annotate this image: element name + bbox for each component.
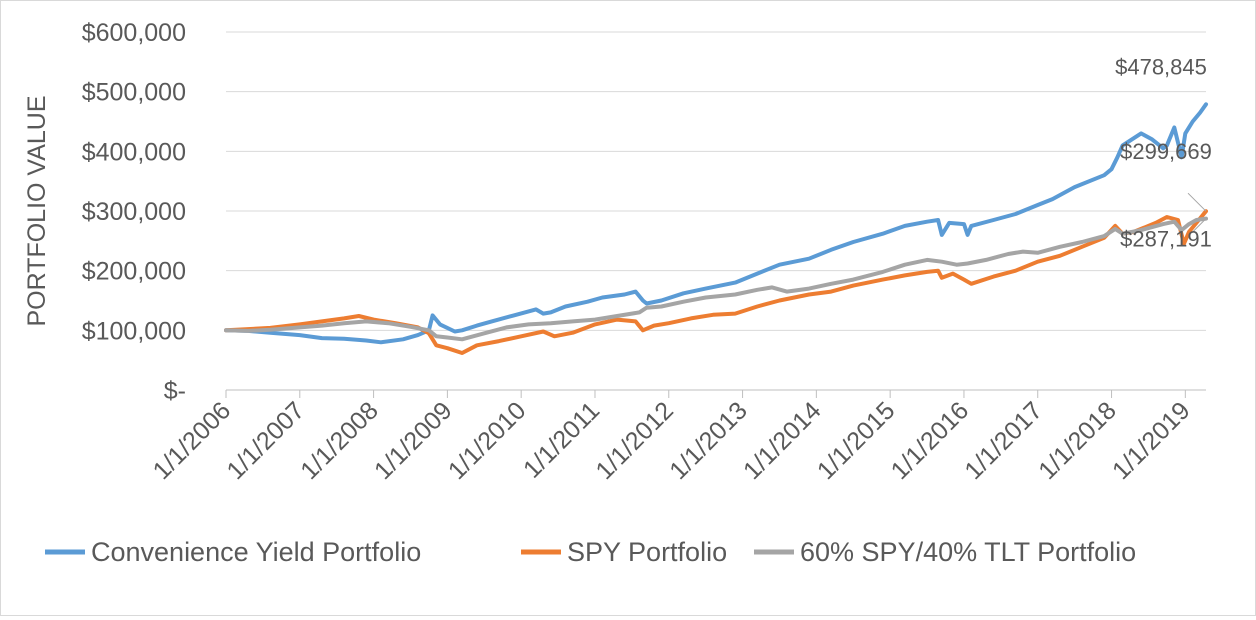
x-tick-label: 1/1/2007 xyxy=(221,396,310,485)
gridlines xyxy=(226,31,1206,331)
x-tick-label: 1/1/2011 xyxy=(518,396,605,483)
series-lines xyxy=(224,102,1208,355)
y-tick-label: $500,000 xyxy=(82,79,186,107)
y-tick-label: $300,000 xyxy=(82,198,186,226)
x-tick-label: 1/1/2014 xyxy=(738,396,827,485)
y-tick-label: $200,000 xyxy=(82,258,186,286)
annotation-leader xyxy=(1191,218,1207,233)
x-tick-label: 1/1/2018 xyxy=(1033,396,1122,485)
annotation-label: $478,845 xyxy=(1115,54,1207,79)
series-line-1 xyxy=(224,209,1208,355)
annotation-label: $299,669 xyxy=(1120,139,1212,164)
annotations: $478,845 $299,669 $287,191 xyxy=(1115,54,1212,251)
x-tick-label: 1/1/2019 xyxy=(1107,396,1196,485)
y-tick-label: $400,000 xyxy=(82,138,186,166)
x-tick-label: 1/1/2012 xyxy=(590,396,679,485)
y-tick-label: $- xyxy=(164,377,186,405)
annotation-label: $287,191 xyxy=(1120,227,1212,252)
x-tick-label: 1/1/2010 xyxy=(443,396,532,485)
x-tick-label: 1/1/2017 xyxy=(959,396,1048,485)
annotation-leader xyxy=(1187,192,1207,212)
x-tick-label: 1/1/2008 xyxy=(295,396,384,485)
legend-label: 60% SPY/40% TLT Portfolio xyxy=(800,537,1136,567)
y-tick-label: $100,000 xyxy=(82,317,186,345)
legend-label: SPY Portfolio xyxy=(567,537,727,567)
x-tick-label: 1/1/2013 xyxy=(664,396,753,485)
y-tick-label: $600,000 xyxy=(82,19,186,47)
x-tick-label: 1/1/2015 xyxy=(812,396,901,485)
x-tick-label: 1/1/2009 xyxy=(369,396,458,485)
x-tick-label: 1/1/2016 xyxy=(886,396,975,485)
legend-label: Convenience Yield Portfolio xyxy=(91,537,421,567)
legend: Convenience Yield Portfolio SPY Portfolio… xyxy=(45,537,1136,567)
series-line-2 xyxy=(224,216,1208,342)
y-axis-title: PORTFOLIO VALUE xyxy=(23,95,51,326)
x-tick-label: 1/1/2006 xyxy=(148,396,237,485)
series-line-0 xyxy=(224,102,1208,345)
